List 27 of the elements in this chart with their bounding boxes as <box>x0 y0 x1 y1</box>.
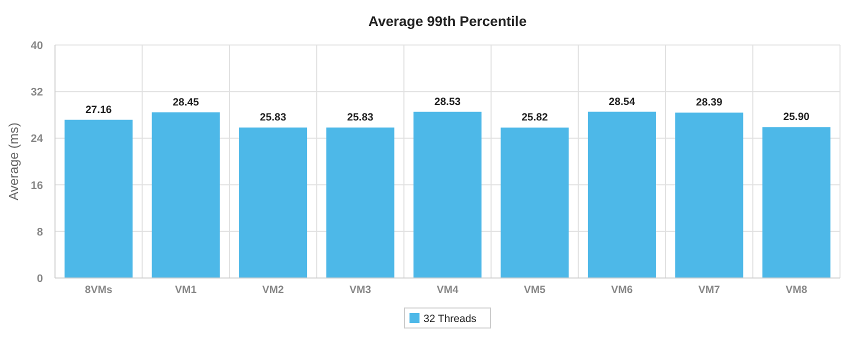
text: 25.83 <box>347 112 374 124</box>
text: 25.90 <box>783 111 810 124</box>
x-tick-label: VM7 <box>698 284 720 296</box>
y-tick-label: 8 <box>36 226 43 238</box>
legend-label: 32 Threads <box>424 313 476 325</box>
x-tick-label: VM6 <box>611 284 633 296</box>
x-tick-label: VM5 <box>524 284 546 296</box>
y-tick-label: 32 <box>30 86 43 99</box>
text: 28.54 <box>608 96 636 108</box>
x-tick-label: VM8 <box>786 284 808 296</box>
y-tick-label: 40 <box>30 40 43 52</box>
text: 28.53 <box>434 96 461 108</box>
chart-title: Average 99th Percentile <box>368 13 527 29</box>
y-tick-label: 16 <box>30 180 43 192</box>
text: 28.39 <box>696 96 722 109</box>
y-tick-label: 0 <box>36 273 43 285</box>
text: 27.16 <box>85 104 112 116</box>
x-tick-label: VM3 <box>349 284 372 296</box>
x-tick-label: VM4 <box>436 284 458 296</box>
y-axis-title: Average (ms) <box>6 122 21 200</box>
text: 28.45 <box>172 96 199 108</box>
text: 25.82 <box>522 112 548 124</box>
x-tick-label: VM1 <box>175 284 197 296</box>
text: 25.83 <box>260 112 286 124</box>
x-tick-label: 8VMs <box>84 284 112 296</box>
x-tick-label: VM2 <box>262 284 284 296</box>
y-tick-label: 24 <box>30 133 44 146</box>
